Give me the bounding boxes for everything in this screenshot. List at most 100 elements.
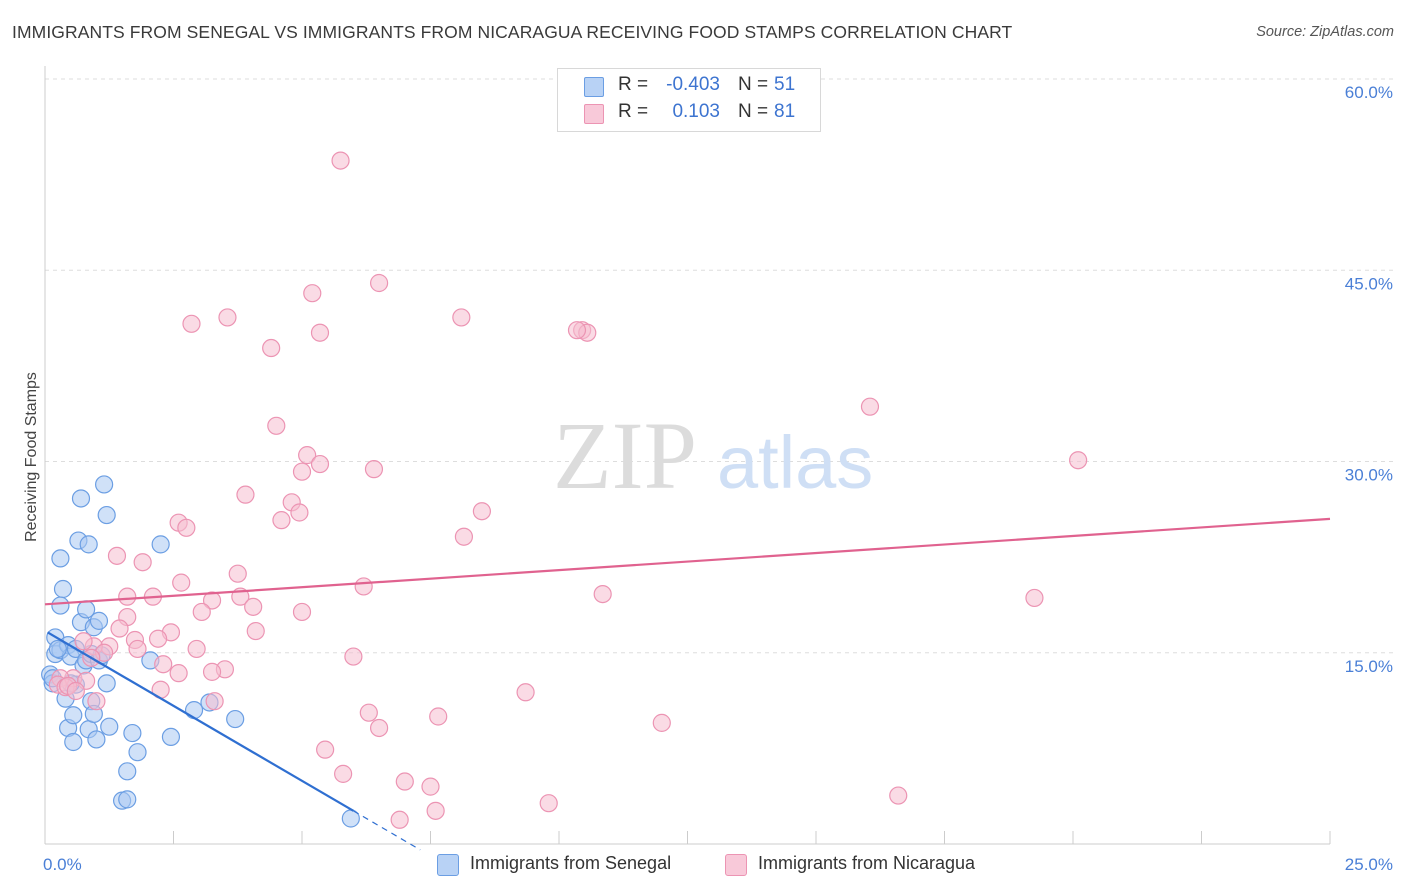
r-label: R =	[618, 74, 649, 95]
nicaragua-point	[290, 503, 309, 522]
nicaragua-point	[429, 707, 448, 726]
nicaragua-point	[74, 632, 93, 651]
nicaragua-point	[128, 639, 147, 659]
nicaragua-point	[292, 462, 312, 481]
points-layer	[41, 151, 1088, 829]
nicaragua-point	[395, 772, 414, 791]
senegal-point	[95, 475, 114, 494]
grid-layer	[45, 78, 1395, 654]
senegal-point	[128, 743, 147, 762]
nicaragua-point	[364, 460, 384, 479]
series-legend: Immigrants from Senegal Immigrants from …	[0, 852, 1406, 878]
stats-row-nicaragua: R = 0.103 N = 81	[558, 101, 820, 127]
senegal-swatch	[437, 854, 459, 876]
senegal-point	[79, 535, 98, 554]
r-value: -0.403	[666, 74, 720, 95]
nicaragua-point	[272, 511, 291, 530]
senegal-point	[89, 611, 109, 630]
senegal-point	[51, 549, 70, 568]
nicaragua-point	[421, 777, 440, 796]
nicaragua-point	[87, 692, 106, 711]
nicaragua-point	[66, 681, 85, 701]
nicaragua-point	[454, 527, 474, 546]
trend-layer	[44, 517, 1331, 851]
nicaragua-point	[472, 502, 491, 521]
nicaragua-point	[246, 621, 265, 641]
senegal-point	[64, 706, 83, 725]
n-label: N =	[738, 101, 769, 122]
senegal-swatch	[584, 77, 604, 97]
nicaragua-point	[202, 591, 222, 610]
nicaragua-point	[110, 619, 129, 638]
chart-title: IMMIGRANTS FROM SENEGAL VS IMMIGRANTS FR…	[12, 22, 1013, 42]
nicaragua-point	[148, 629, 168, 648]
nicaragua-point	[860, 397, 880, 416]
n-label: N =	[738, 74, 769, 95]
y-axis-label: Receiving Food Stamps	[23, 372, 40, 542]
nicaragua-point	[172, 573, 191, 592]
nicaragua-point	[192, 602, 211, 622]
senegal-point	[118, 762, 137, 781]
nicaragua-point	[390, 810, 409, 829]
nicaragua-point	[316, 740, 335, 759]
senegal-point	[97, 674, 116, 693]
n-value: 51	[774, 74, 796, 95]
watermark: ZIP atlas	[553, 402, 873, 509]
nicaragua-swatch	[725, 854, 747, 876]
nicaragua-point	[187, 639, 206, 659]
senegal-point	[48, 639, 67, 659]
nicaragua-point	[310, 323, 330, 342]
senegal-point	[184, 701, 204, 720]
senegal-point	[151, 535, 170, 554]
nicaragua-point	[354, 577, 373, 596]
nicaragua-point	[370, 273, 389, 293]
nicaragua-point	[236, 485, 255, 504]
senegal-point	[161, 727, 181, 747]
nicaragua-point	[344, 647, 363, 666]
nicaragua-point	[205, 692, 224, 711]
nicaragua-point	[228, 564, 247, 583]
nicaragua-point	[1025, 588, 1044, 608]
x-tick-label: 0.0%	[43, 855, 82, 874]
y-tick-label: 60.0%	[1345, 83, 1393, 102]
senegal-point	[87, 730, 106, 749]
legend-label: Immigrants from Senegal	[470, 853, 672, 873]
watermark-atlas: atlas	[717, 421, 873, 504]
nicaragua-point	[107, 546, 127, 565]
axis-layer	[44, 66, 1331, 845]
nicaragua-point	[593, 584, 612, 604]
labels-layer: 15.0% 30.0% 45.0% 60.0% 0.0% 25.0%	[43, 83, 1393, 874]
nicaragua-point	[133, 553, 152, 572]
nicaragua-point	[292, 602, 312, 622]
nicaragua-point	[303, 284, 322, 303]
x-tick-label: 25.0%	[1345, 855, 1393, 874]
source-credit: Source: ZipAtlas.com	[1256, 24, 1394, 40]
n-value: 81	[774, 101, 796, 122]
nicaragua-point	[331, 151, 350, 170]
nicaragua-point	[370, 718, 389, 738]
senegal-point	[100, 717, 119, 736]
senegal-point	[51, 596, 70, 615]
senegal-point	[71, 489, 91, 508]
nicaragua-point	[202, 662, 222, 681]
senegal-trend-line	[47, 631, 354, 812]
nicaragua-point	[889, 786, 908, 805]
nicaragua-point	[452, 308, 471, 327]
watermark-zip: ZIP	[553, 402, 697, 509]
nicaragua-point	[567, 321, 587, 340]
nicaragua-point	[267, 416, 286, 435]
nicaragua-point	[118, 587, 137, 606]
senegal-point	[97, 505, 116, 525]
nicaragua-point	[169, 664, 188, 683]
nicaragua-point	[426, 801, 445, 820]
senegal-point	[118, 790, 137, 809]
nicaragua-point	[298, 446, 317, 465]
nicaragua-point	[177, 518, 196, 537]
nicaragua-point	[182, 314, 201, 333]
nicaragua-trend-line	[44, 517, 1331, 606]
nicaragua-point	[218, 308, 237, 327]
y-tick-label: 15.0%	[1345, 657, 1393, 676]
senegal-point	[53, 579, 73, 599]
nicaragua-swatch	[584, 104, 604, 124]
